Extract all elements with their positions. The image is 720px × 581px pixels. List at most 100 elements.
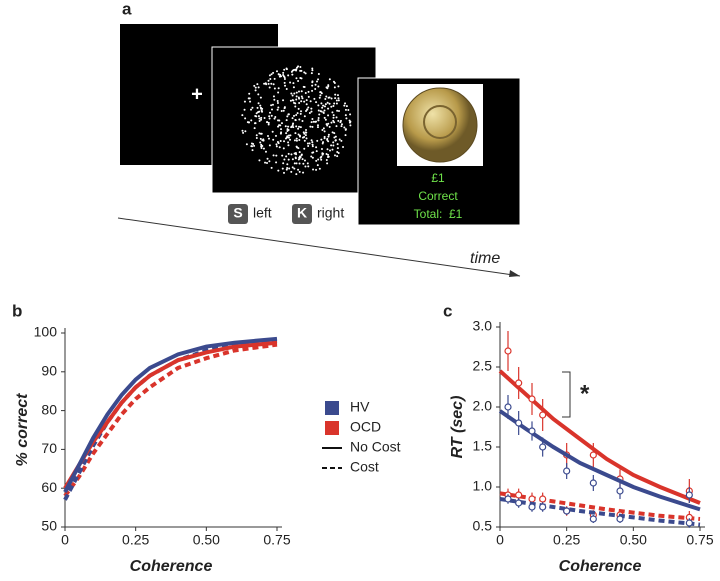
dot [328, 102, 331, 105]
dot [333, 81, 336, 84]
dot [259, 104, 262, 107]
dot [336, 109, 339, 112]
dot [290, 170, 293, 173]
dot [330, 144, 333, 147]
dot [299, 126, 302, 129]
data-point [685, 519, 693, 527]
dot [317, 104, 320, 107]
dot [300, 110, 303, 113]
dot [316, 139, 319, 142]
fit-line [498, 369, 701, 505]
dot [326, 124, 329, 127]
dot [262, 147, 265, 150]
dot [323, 137, 326, 140]
dot [281, 154, 284, 157]
y-axis-label: % correct [14, 393, 31, 467]
dot [342, 146, 345, 149]
dot [272, 95, 275, 98]
dot [257, 115, 260, 118]
dot [320, 158, 323, 161]
dot [294, 132, 297, 135]
dot [309, 125, 312, 128]
dot [319, 94, 322, 97]
dot [300, 69, 303, 72]
dot [305, 137, 308, 140]
dot [297, 158, 300, 161]
dot [287, 141, 290, 144]
dot [275, 161, 278, 164]
fit-line [63, 336, 278, 494]
dot [268, 115, 271, 118]
dot [276, 108, 279, 111]
dot [306, 108, 309, 111]
data-point [504, 495, 512, 503]
dot [259, 96, 262, 99]
reward-amount: £1 [431, 171, 445, 185]
fit-line [498, 409, 701, 512]
dot [295, 98, 298, 101]
dot [298, 162, 301, 165]
dot [316, 124, 319, 127]
dot [273, 117, 276, 120]
data-point [589, 479, 597, 487]
time-label: time [470, 250, 500, 267]
data-point [528, 495, 536, 503]
dot [344, 114, 347, 117]
dot [268, 117, 271, 120]
dot [279, 124, 282, 127]
dot [270, 166, 273, 169]
dot [327, 107, 330, 110]
dot [331, 131, 334, 134]
key-letter: S [233, 205, 242, 221]
y-tick-label: 100 [34, 324, 58, 340]
dot [303, 139, 306, 142]
dot [287, 136, 290, 139]
dot [293, 114, 296, 117]
dot [295, 139, 298, 142]
y-tick-label: 2.0 [473, 398, 493, 414]
dot [296, 112, 299, 115]
dot [291, 166, 294, 169]
dot [258, 110, 261, 113]
dot [321, 142, 324, 145]
dot [258, 117, 261, 120]
dot [304, 91, 307, 94]
dot [259, 132, 262, 135]
x-tick-label: 0 [61, 532, 69, 548]
dot [283, 140, 286, 143]
dot [265, 83, 268, 86]
dot [280, 122, 283, 125]
dot [299, 66, 302, 69]
dot [264, 161, 267, 164]
dot [254, 86, 257, 89]
dot [241, 114, 244, 117]
dot [291, 69, 294, 72]
dot [267, 82, 270, 85]
dot [303, 71, 306, 74]
dot [325, 159, 328, 162]
dot [332, 141, 335, 144]
dot [277, 73, 280, 76]
dot [345, 105, 348, 108]
dot [307, 145, 310, 148]
dot [255, 112, 258, 115]
dot [327, 155, 330, 158]
dot [317, 109, 320, 112]
dot [345, 117, 348, 120]
dot [253, 144, 256, 147]
dot [254, 122, 257, 125]
dot [314, 83, 317, 86]
dot [300, 100, 303, 103]
dot [337, 85, 340, 88]
dot [289, 138, 292, 141]
dot [266, 161, 269, 164]
dot [310, 139, 313, 142]
dot [263, 116, 266, 119]
dot [337, 99, 340, 102]
data-point [685, 491, 693, 499]
dot [286, 115, 289, 118]
dot [310, 107, 313, 110]
dot [304, 131, 307, 134]
dot [269, 78, 272, 81]
dot [281, 167, 284, 170]
